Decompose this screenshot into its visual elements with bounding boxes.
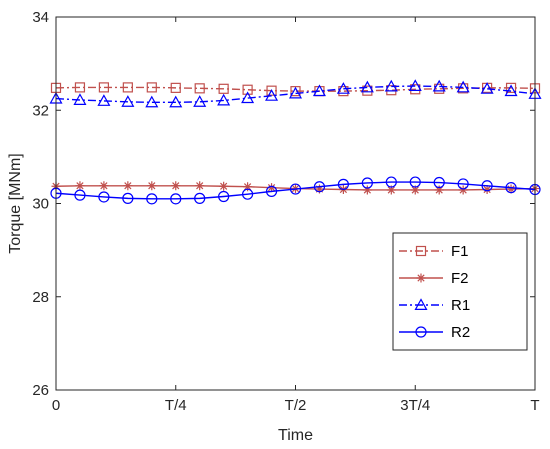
data-point-r1 <box>97 94 111 106</box>
data-point-f2 <box>75 181 85 191</box>
data-point-r2 <box>505 182 517 194</box>
x-tick-label: 0 <box>52 397 60 414</box>
y-tick-label: 30 <box>32 196 49 213</box>
series-r2 <box>50 176 541 205</box>
data-point-r2 <box>409 176 421 188</box>
data-point-f2 <box>195 181 205 191</box>
legend-entry-r2: R2 <box>399 324 470 341</box>
data-point-r1 <box>432 79 446 92</box>
legend-marker <box>415 326 427 338</box>
data-point-r2 <box>242 188 254 200</box>
legend-entry-r1: R1 <box>399 297 470 314</box>
data-point-r2 <box>337 178 349 190</box>
data-point-r1 <box>384 79 398 92</box>
y-tick-label: 32 <box>32 102 49 119</box>
data-point-f2 <box>506 184 516 194</box>
data-point-r1 <box>121 95 135 107</box>
data-point-r2 <box>194 192 206 204</box>
data-point-f2 <box>99 181 109 191</box>
legend-label: R1 <box>451 297 470 314</box>
data-point-r1 <box>241 91 255 104</box>
data-point-r2 <box>122 192 134 204</box>
y-tick-label: 34 <box>32 9 49 26</box>
data-point-f1 <box>194 83 205 94</box>
data-point-f1 <box>290 86 301 97</box>
data-point-f2 <box>458 185 468 195</box>
data-point-f2 <box>482 185 492 195</box>
legend: F1 F2 R1 R2 <box>392 232 528 351</box>
data-point-r2 <box>457 178 469 190</box>
data-point-r2 <box>265 185 278 197</box>
series-line-r2 <box>55 181 536 200</box>
data-point-r2 <box>361 177 373 189</box>
data-point-r1 <box>169 95 183 108</box>
legend-marker <box>415 245 427 257</box>
data-point-f1 <box>242 84 253 95</box>
data-point-r1 <box>193 95 207 107</box>
legend-label: F1 <box>451 243 469 260</box>
legend-label: F2 <box>451 270 469 287</box>
data-point-f2 <box>434 185 444 195</box>
data-point-f2 <box>386 185 396 195</box>
data-point-f2 <box>171 181 181 191</box>
data-point-f2 <box>219 181 229 191</box>
data-point-r2 <box>146 193 158 205</box>
data-point-f2 <box>362 185 372 195</box>
y-axis-title: Torque [MNm] <box>7 153 24 253</box>
data-point-f1 <box>218 83 229 94</box>
data-point-f2 <box>410 185 420 195</box>
legend-box <box>392 232 528 351</box>
data-point-f1 <box>170 82 181 93</box>
data-point-r1 <box>408 79 422 92</box>
legend-marker <box>414 298 428 310</box>
data-point-r2 <box>313 181 326 193</box>
legend-label: R2 <box>451 324 470 341</box>
data-point-r1 <box>480 82 494 94</box>
data-point-r1 <box>360 80 374 93</box>
data-point-f2 <box>314 184 324 194</box>
data-point-r1 <box>217 93 231 106</box>
plot-area <box>49 79 542 205</box>
data-point-r2 <box>218 190 230 203</box>
data-point-r1 <box>456 80 470 93</box>
x-tick-label: T/4 <box>165 397 187 414</box>
data-point-r1 <box>288 86 303 99</box>
y-tick-label: 28 <box>32 289 49 306</box>
data-point-r2 <box>74 189 86 201</box>
data-point-f1 <box>74 82 86 93</box>
data-point-f1 <box>505 82 517 93</box>
data-point-f2 <box>123 181 133 191</box>
x-tick-label: T/2 <box>285 397 307 414</box>
axes: 0 T/4 T/2 3T/4 T 26 28 30 32 34 Time Torque [MNm] <box>7 9 540 444</box>
data-point-r1 <box>73 93 87 105</box>
series-r1 <box>49 79 542 108</box>
data-point-r1 <box>504 84 518 97</box>
data-point-f1 <box>122 82 133 93</box>
series-f1 <box>50 82 541 97</box>
data-point-r1 <box>265 89 279 101</box>
data-point-r2 <box>385 176 397 188</box>
data-point-r1 <box>145 95 159 108</box>
x-tick-label: T <box>530 397 539 414</box>
data-point-r2 <box>98 191 110 203</box>
data-point-r1 <box>312 84 326 97</box>
data-point-r2 <box>433 176 445 189</box>
legend-marker <box>416 273 426 283</box>
data-point-r2 <box>289 183 302 195</box>
data-point-f2 <box>147 181 157 191</box>
data-point-r2 <box>481 180 493 192</box>
x-tick-label: 3T/4 <box>400 397 430 414</box>
data-point-f1 <box>98 82 110 93</box>
data-point-f1 <box>146 82 157 93</box>
legend-entry-f1: F1 <box>399 243 469 260</box>
data-point-r2 <box>170 193 182 205</box>
data-point-r1 <box>336 82 350 94</box>
x-axis-title: Time <box>278 427 313 444</box>
data-point-f2 <box>243 182 253 192</box>
y-tick-label: 26 <box>32 382 49 399</box>
data-point-f2 <box>267 183 277 193</box>
legend-entry-f2: F2 <box>399 270 469 287</box>
